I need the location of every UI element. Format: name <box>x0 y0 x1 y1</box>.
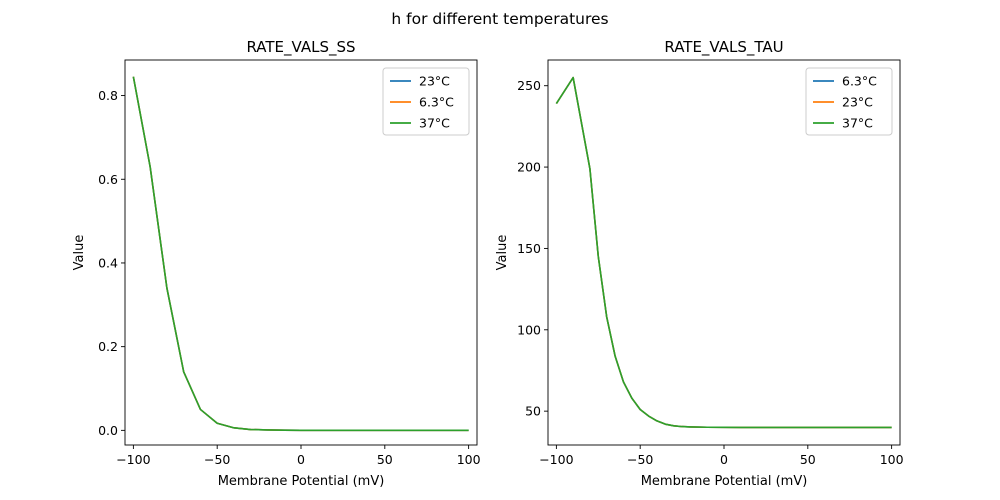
legend-label: 23°C <box>419 74 450 89</box>
y-tick-label: 50 <box>525 404 541 419</box>
figure-suptitle: h for different temperatures <box>391 10 608 28</box>
y-tick-label: 0.6 <box>98 172 118 187</box>
legend-label: 37°C <box>842 116 873 131</box>
x-axis-label: Membrane Potential (mV) <box>218 474 385 489</box>
x-tick-label: 100 <box>880 452 904 467</box>
legend-label: 6.3°C <box>842 74 877 89</box>
plot-title: RATE_VALS_SS <box>246 38 355 57</box>
legend-label: 23°C <box>842 95 873 110</box>
x-tick-label: 50 <box>377 452 393 467</box>
legend-box <box>382 67 470 136</box>
legend: 23°C 6.3°C 37°C <box>382 67 470 136</box>
series-line-3 <box>555 76 892 429</box>
plot-rate-vals-ss: RATE_VALS_SS −100 −50 0 50 100 0.0 0.2 0.4 0.6 0.8… <box>72 38 481 489</box>
legend: 6.3°C 23°C 37°C <box>805 67 893 136</box>
x-tick-label: 0 <box>297 452 305 467</box>
y-tick-label: 150 <box>517 241 541 256</box>
y-tick-label: 0.0 <box>98 423 118 438</box>
legend-label: 6.3°C <box>419 95 454 110</box>
y-axis-label: Value <box>72 235 87 271</box>
x-tick-label: −50 <box>204 452 230 467</box>
y-tick-label: 0.4 <box>98 255 118 270</box>
y-tick-label: 0.2 <box>98 339 118 354</box>
y-tick-label: 0.8 <box>98 88 118 103</box>
x-tick-label: −100 <box>116 452 150 467</box>
y-axis-label: Value <box>495 235 510 271</box>
y-tick-label: 200 <box>517 160 541 175</box>
series-lines <box>132 76 469 432</box>
plot-title: RATE_VALS_TAU <box>664 38 783 57</box>
x-tick-label: 100 <box>457 452 481 467</box>
y-tick-label: 100 <box>517 322 541 337</box>
series-lines <box>555 76 892 429</box>
plot-rate-vals-tau: RATE_VALS_TAU −100 −50 0 50 100 50 100 150 200 250… <box>495 38 904 489</box>
series-line-3 <box>132 76 469 432</box>
legend-label: 37°C <box>419 116 450 131</box>
x-tick-label: 0 <box>720 452 728 467</box>
y-tick-label: 250 <box>517 78 541 93</box>
x-axis-label: Membrane Potential (mV) <box>641 474 808 489</box>
x-tick-label: −50 <box>627 452 653 467</box>
x-tick-label: 50 <box>800 452 816 467</box>
legend-box <box>805 67 893 136</box>
x-tick-label: −100 <box>539 452 573 467</box>
